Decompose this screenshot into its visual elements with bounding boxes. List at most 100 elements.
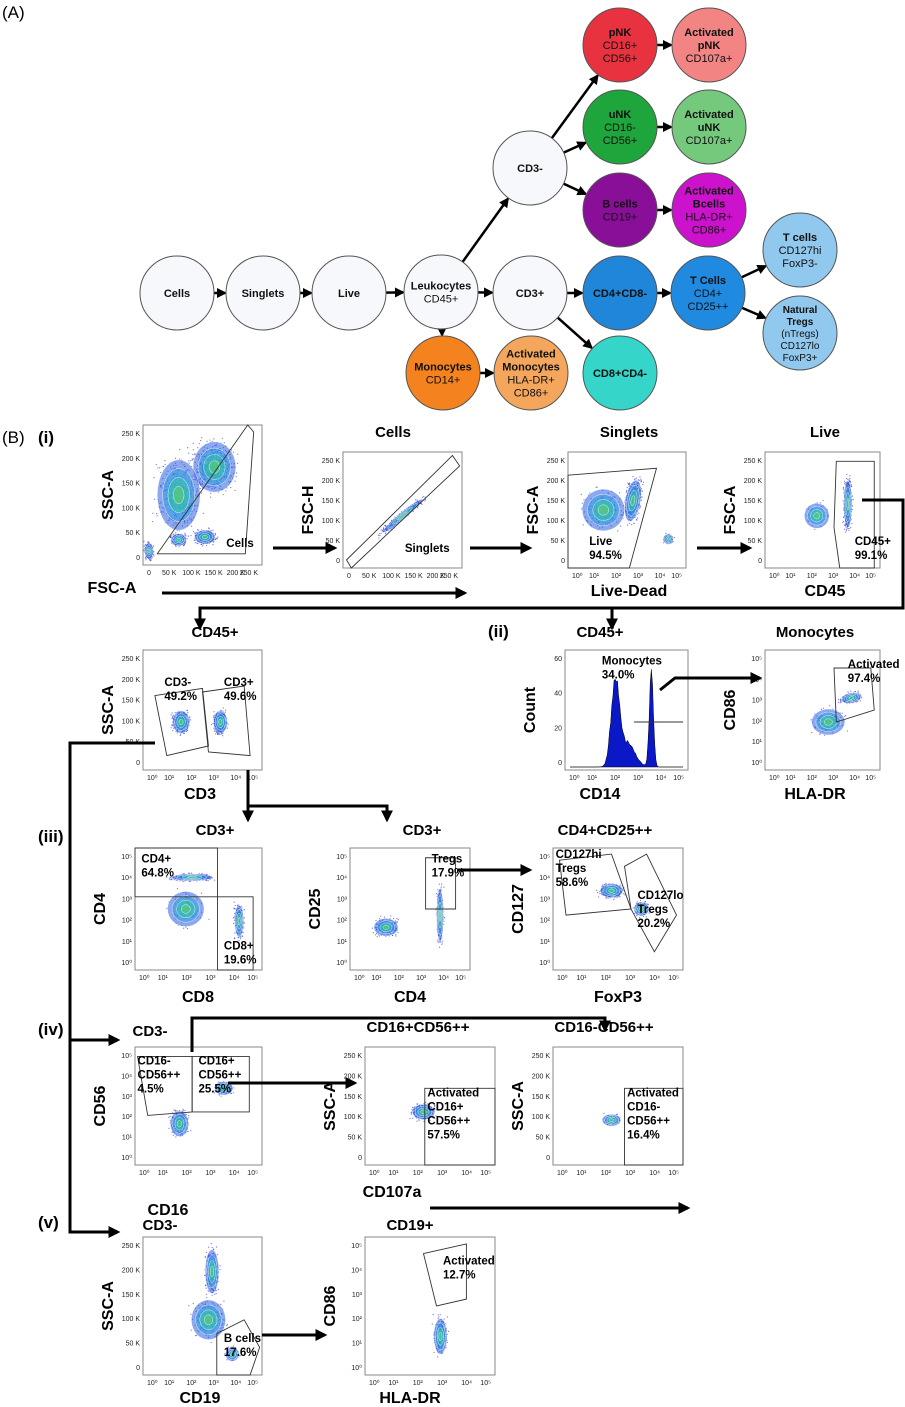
event-dot (850, 483, 852, 486)
event-dot (814, 528, 816, 530)
node-singlets: Singlets (225, 255, 301, 331)
event-dot (171, 535, 173, 537)
event-dot (638, 512, 640, 514)
event-dot (152, 545, 155, 547)
event-dot (642, 483, 644, 485)
node-label: CD16+ (603, 40, 638, 52)
plot-title: Singlets (600, 424, 658, 441)
event-dot (629, 522, 631, 524)
y-tick-label: 150 K (744, 498, 763, 505)
event-dot (155, 463, 157, 466)
event-dot (212, 543, 214, 546)
event-dot (198, 443, 200, 445)
density-contour (176, 538, 181, 542)
event-dot (192, 530, 195, 533)
event-dot (143, 540, 145, 542)
event-dot (234, 489, 236, 492)
y-tick-label: 10⁵ (751, 656, 762, 663)
event-dot (147, 541, 149, 543)
event-dot (423, 495, 425, 498)
node-circle (582, 255, 658, 331)
x-tick-label: 10¹ (164, 775, 175, 782)
event-dot (380, 532, 382, 534)
event-dot (822, 499, 824, 502)
event-dot (842, 520, 845, 522)
event-dot (829, 705, 831, 707)
node-label: FoxP3- (782, 258, 818, 270)
event-dot (235, 476, 237, 478)
node-circle (403, 254, 479, 330)
node-label: CD107a+ (686, 135, 733, 147)
y-tick-label: 100 K (744, 518, 763, 525)
node-circle (762, 295, 838, 371)
node-circle (762, 212, 838, 288)
event-dot (840, 702, 842, 704)
event-dot (844, 715, 846, 718)
gate-label: CD45+ (855, 536, 891, 548)
density-contour (597, 504, 609, 516)
y-tick-label: 50 K (126, 530, 141, 537)
event-dot (197, 543, 199, 545)
event-dot (231, 449, 233, 451)
y-axis-label: FSC-A (722, 485, 739, 534)
event-dot (845, 477, 848, 480)
event-dot (581, 502, 583, 504)
node-cells: Cells (139, 255, 215, 331)
section-label-v: (v) (38, 1213, 59, 1232)
event-dot (415, 499, 417, 501)
event-dot (184, 533, 186, 535)
node-label: Natural (783, 305, 818, 316)
flow-arrow (461, 197, 510, 263)
y-tick-label: 100 K (322, 518, 341, 525)
panel-label-a: (A) (2, 3, 25, 22)
y-tick-label: 100 K (547, 518, 566, 525)
event-dot (629, 492, 632, 494)
event-dot (838, 699, 840, 701)
flow-arrow (556, 316, 594, 350)
plot-title: CD45+ (576, 624, 623, 641)
x-tick-label: 10³ (828, 775, 839, 782)
node-circle (671, 89, 747, 165)
node-label: T cells (783, 232, 817, 244)
event-dot (148, 541, 150, 543)
x-tick-label: 200 K (427, 573, 446, 580)
node-circle (582, 7, 658, 83)
event-dot (210, 723, 213, 726)
event-dot (626, 490, 628, 492)
density-contour (147, 548, 151, 554)
event-dot (845, 531, 847, 533)
flow-arrow (741, 306, 767, 320)
node-label: CD107a+ (686, 53, 733, 65)
x-tick-label: 10¹ (785, 573, 796, 580)
x-tick-label: 10³ (633, 573, 644, 580)
event-dot (222, 735, 224, 737)
event-dot (172, 730, 174, 732)
event-dot (221, 733, 223, 735)
event-dot (186, 709, 189, 712)
node-label: FoxP3+ (783, 353, 818, 364)
event-dot (214, 538, 217, 541)
section-label-iii: (iii) (38, 827, 64, 846)
event-dot (201, 492, 203, 494)
event-dot (191, 525, 193, 527)
event-dot (842, 521, 844, 523)
x-tick-label: 10⁰ (769, 774, 780, 782)
y-axis-label: FSC-H (300, 486, 317, 535)
node-label: Leukocytes (411, 281, 472, 293)
event-dot (200, 543, 202, 546)
y-tick-label: 150 K (122, 481, 141, 488)
gate[interactable] (156, 424, 255, 555)
event-dot (848, 527, 850, 530)
event-dot (580, 493, 582, 495)
event-dot (232, 451, 235, 453)
y-tick-label: 10³ (752, 698, 763, 705)
y-tick-label: 250 K (744, 458, 763, 465)
node-label: CD25++ (688, 301, 729, 313)
flow-arrow (550, 74, 599, 139)
node-live: Live (311, 255, 387, 331)
